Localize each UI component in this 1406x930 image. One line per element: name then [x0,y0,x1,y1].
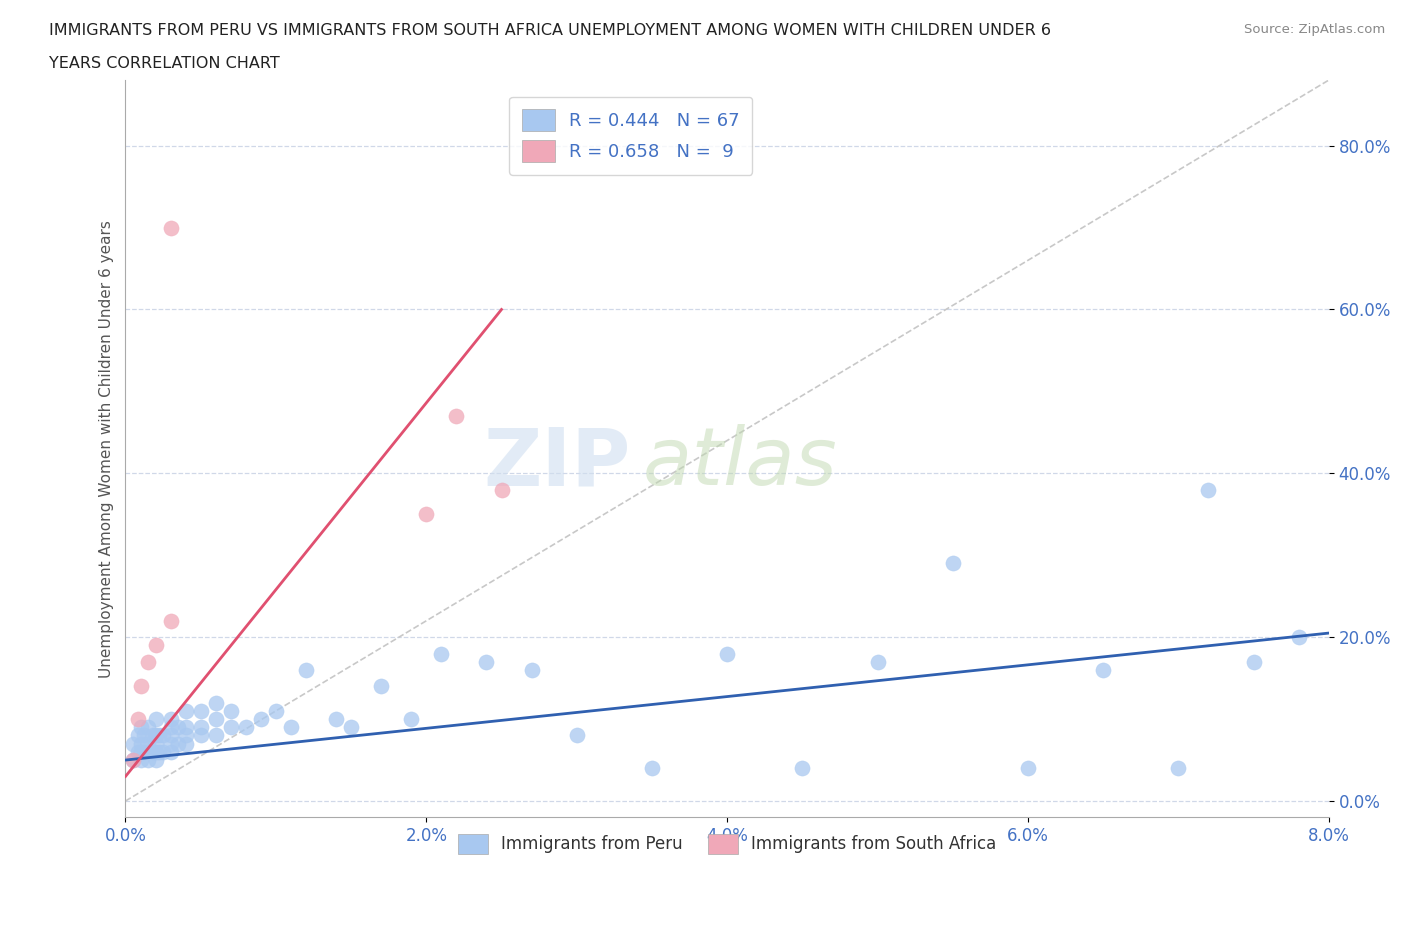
Point [127,728,149,743]
Point [204,696,226,711]
Point [1197,483,1219,498]
Point [136,655,159,670]
Point [446,408,468,423]
Point [145,744,167,759]
Point [204,711,226,726]
Point [401,711,423,726]
Point [145,728,167,743]
Point [129,737,152,751]
Point [159,720,181,735]
Point [145,737,167,751]
Point [1092,662,1115,677]
Point [430,646,453,661]
Point [264,703,287,718]
Point [136,720,159,735]
Point [1288,630,1310,644]
Point [716,646,738,661]
Point [1017,761,1039,776]
Point [250,711,273,726]
Point [127,744,149,759]
Point [190,728,212,743]
Point [1167,761,1189,776]
Point [127,711,149,726]
Text: IMMIGRANTS FROM PERU VS IMMIGRANTS FROM SOUTH AFRICA UNEMPLOYMENT AMONG WOMEN WI: IMMIGRANTS FROM PERU VS IMMIGRANTS FROM … [49,23,1052,38]
Point [159,728,181,743]
Point [866,655,889,670]
Point [520,662,543,677]
Point [641,761,664,776]
Point [152,728,174,743]
Point [415,507,437,522]
Point [122,737,145,751]
Point [152,744,174,759]
Point [475,655,498,670]
Point [491,483,513,498]
Point [159,220,181,235]
Point [141,728,163,743]
Text: atlas: atlas [643,424,838,502]
Point [174,703,197,718]
Point [942,556,965,571]
Point [174,728,197,743]
Point [1243,655,1265,670]
Point [159,744,181,759]
Point [159,614,181,629]
Point [219,703,242,718]
Point [190,720,212,735]
Point [148,728,170,743]
Text: YEARS CORRELATION CHART: YEARS CORRELATION CHART [49,56,280,71]
Point [136,737,159,751]
Text: Source: ZipAtlas.com: Source: ZipAtlas.com [1244,23,1385,36]
Point [129,752,152,767]
Point [174,737,197,751]
Point [792,761,814,776]
Point [167,737,190,751]
Point [145,711,167,726]
Point [204,728,226,743]
Point [235,720,257,735]
Point [370,679,392,694]
Y-axis label: Unemployment Among Women with Children Under 6 years: Unemployment Among Women with Children U… [100,219,114,678]
Point [132,744,155,759]
Point [141,744,163,759]
Point [159,711,181,726]
Point [565,728,588,743]
Point [148,744,170,759]
Point [132,728,155,743]
Point [145,638,167,653]
Point [174,720,197,735]
Legend: Immigrants from Peru, Immigrants from South Africa: Immigrants from Peru, Immigrants from So… [451,827,1002,860]
Point [340,720,363,735]
Point [280,720,302,735]
Point [122,752,145,767]
Point [129,744,152,759]
Point [295,662,318,677]
Point [136,752,159,767]
Point [159,737,181,751]
Point [190,703,212,718]
Point [167,720,190,735]
Point [325,711,347,726]
Point [145,752,167,767]
Point [129,679,152,694]
Text: ZIP: ZIP [484,424,631,502]
Point [122,752,145,767]
Point [219,720,242,735]
Point [129,720,152,735]
